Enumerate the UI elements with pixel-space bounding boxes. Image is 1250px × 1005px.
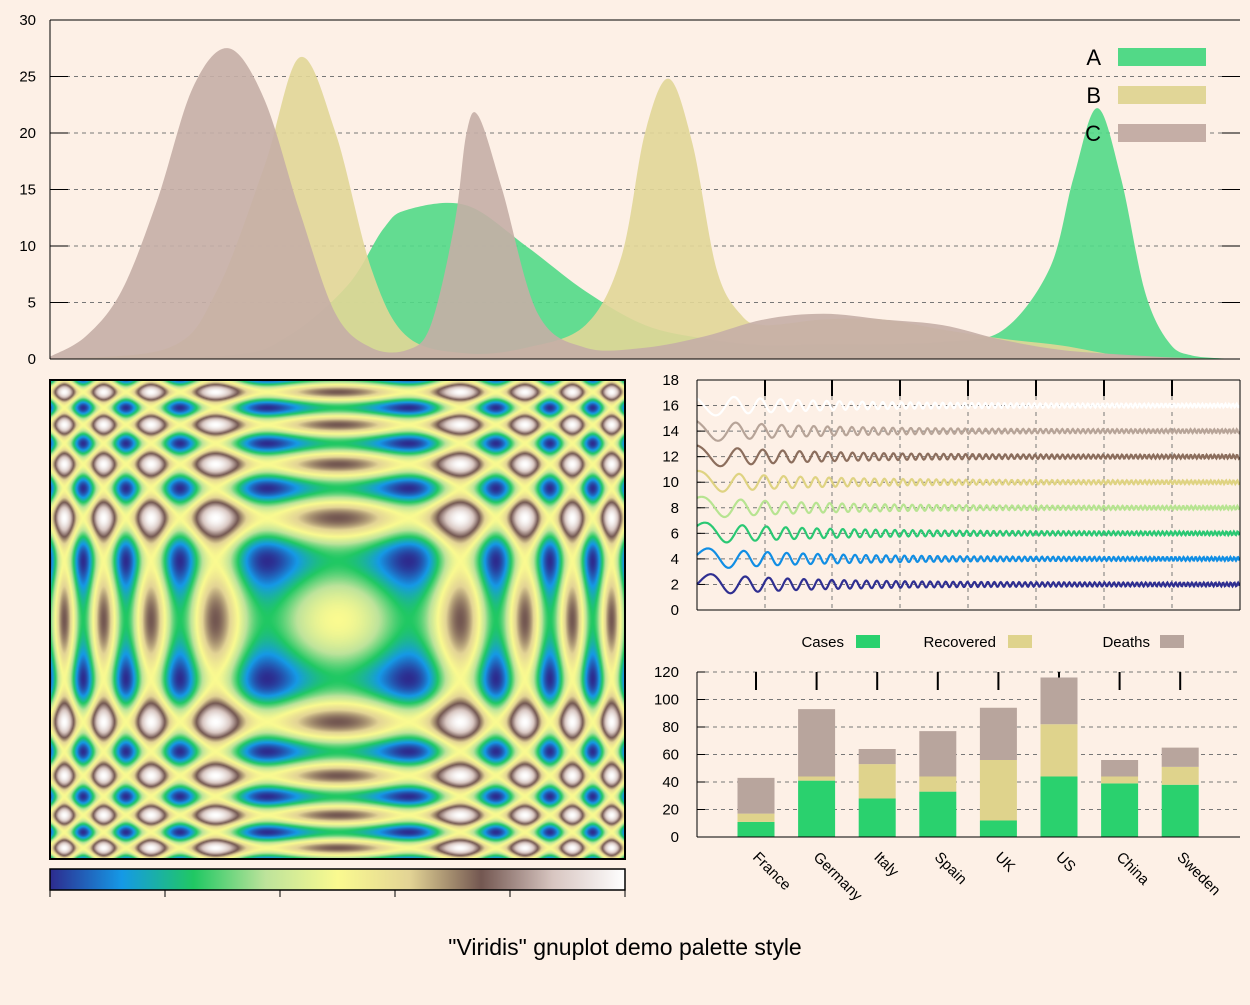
bar-cases-spain <box>919 791 957 837</box>
line-series-s6 <box>696 444 1241 468</box>
y-tick-label: 10 <box>662 474 679 491</box>
legend-swatch-cases <box>856 635 880 648</box>
line-series-s5 <box>697 469 1240 493</box>
y-tick-label: 30 <box>19 12 36 29</box>
legend-label-B: B <box>1086 83 1101 108</box>
bar-deaths-spain <box>919 731 957 777</box>
bar-deaths-france <box>737 777 775 814</box>
legend-swatch-deaths <box>1160 635 1184 648</box>
bar-deaths-us <box>1040 677 1078 725</box>
bar-recovered-sweden <box>1161 766 1199 785</box>
bar-recovered-france <box>737 813 775 822</box>
bar-cases-china <box>1101 783 1139 837</box>
bar-cases-italy <box>858 798 896 837</box>
legend-label-cases: Cases <box>801 634 844 651</box>
y-tick-label: 100 <box>654 692 679 709</box>
y-tick-label: 6 <box>671 525 679 542</box>
bar-cases-uk <box>979 820 1017 837</box>
bar-deaths-china <box>1101 760 1139 777</box>
y-tick-label: 120 <box>654 664 679 681</box>
y-tick-label: 40 <box>662 774 679 791</box>
legend-label-deaths: Deaths <box>1102 634 1150 651</box>
bar-recovered-uk <box>979 760 1017 821</box>
bar-cases-sweden <box>1161 784 1199 837</box>
line-series-s8 <box>696 395 1241 417</box>
figure-title: "Viridis" gnuplot demo palette style <box>448 934 802 960</box>
heatmap-chart <box>49 379 626 897</box>
bar-deaths-germany <box>798 709 836 777</box>
line-series-s3 <box>696 521 1241 544</box>
line-series-s1 <box>696 573 1241 595</box>
y-tick-label: 20 <box>19 125 36 142</box>
x-tick-label: Spain <box>931 849 970 888</box>
line-series-s7 <box>696 420 1241 442</box>
y-tick-label: 16 <box>662 398 679 415</box>
top-area-chart: 0 5 10 15 20 25 30 ABC <box>19 12 1240 368</box>
y-tick-label: 5 <box>28 295 36 312</box>
y-tick-label: 4 <box>671 551 679 568</box>
x-tick-label: Germany <box>810 849 866 905</box>
y-tick-label: 80 <box>662 719 679 736</box>
y-tick-label: 0 <box>28 351 36 368</box>
y-tick-label: 18 <box>662 372 679 389</box>
y-tick-label: 0 <box>671 829 679 846</box>
bar-cases-germany <box>798 780 836 837</box>
y-tick-label: 0 <box>671 602 679 619</box>
bar-cases-us <box>1040 776 1078 837</box>
y-tick-label: 60 <box>662 747 679 764</box>
y-tick-label: 20 <box>662 802 679 819</box>
y-tick-label: 14 <box>662 423 679 440</box>
y-tick-label: 8 <box>671 500 679 517</box>
stacked-bar-chart: 0 20 40 60 80 100 120 France Germany Italy Spain UK… <box>654 634 1240 905</box>
bar-deaths-sweden <box>1161 747 1199 767</box>
area-series-B <box>50 56 1240 359</box>
bar-recovered-germany <box>798 776 836 781</box>
x-tick-label: China <box>1113 849 1153 889</box>
legend-label-recovered: Recovered <box>923 634 996 651</box>
x-tick-label: US <box>1052 849 1079 876</box>
area-series-C <box>50 48 1240 360</box>
y-tick-label: 10 <box>19 238 36 255</box>
heatmap-border <box>49 379 626 860</box>
y-tick-label: 2 <box>671 576 679 593</box>
x-tick-label: Sweden <box>1173 849 1223 899</box>
legend-swatch-A <box>1118 48 1206 66</box>
legend-swatch-B <box>1118 86 1206 104</box>
colorbar <box>49 868 626 891</box>
legend-label-C: C <box>1085 121 1101 146</box>
x-tick-label: France <box>749 849 794 894</box>
bar-recovered-italy <box>858 764 896 799</box>
bar-deaths-uk <box>979 707 1017 760</box>
bar-recovered-spain <box>919 776 957 792</box>
y-tick-label: 15 <box>19 182 36 199</box>
legend-label-A: A <box>1086 45 1101 70</box>
legend-swatch-recovered <box>1008 635 1032 648</box>
line-series-s4 <box>696 495 1241 519</box>
offset-lines-chart: 0 2 4 6 8 10 12 14 16 18 <box>662 372 1241 619</box>
y-tick-label: 12 <box>662 449 679 466</box>
bar-cases-france <box>737 821 775 837</box>
heatmap-image <box>50 380 625 859</box>
legend-swatch-C <box>1118 124 1206 142</box>
bar-recovered-china <box>1101 776 1139 784</box>
y-tick-label: 25 <box>19 69 36 86</box>
bar-recovered-us <box>1040 724 1078 777</box>
line-series-s2 <box>696 547 1241 569</box>
x-tick-label: UK <box>992 849 1019 876</box>
bar-deaths-italy <box>858 749 896 765</box>
x-tick-label: Italy <box>870 849 902 881</box>
